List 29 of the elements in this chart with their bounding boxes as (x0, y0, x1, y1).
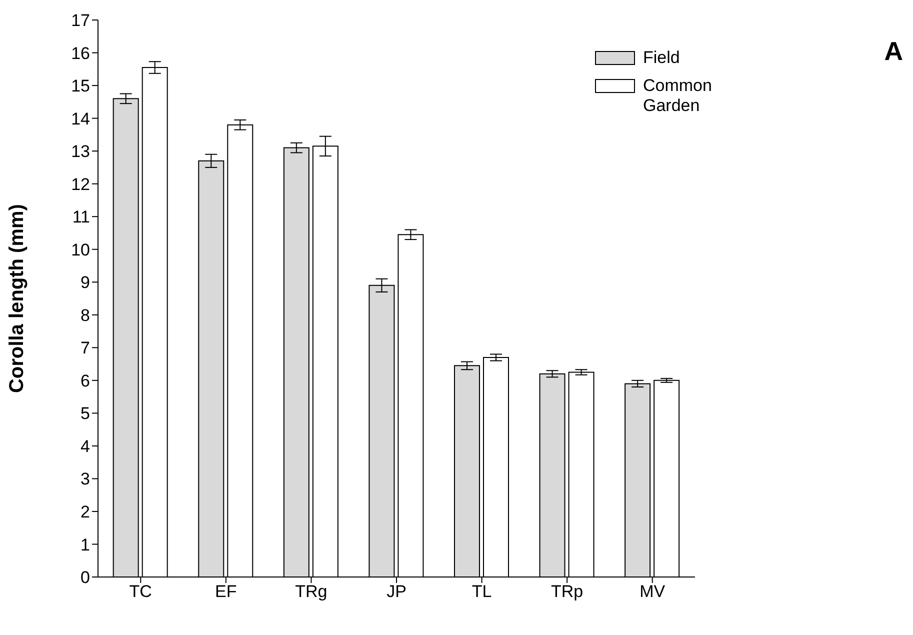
y-tick-label: 13 (71, 142, 90, 162)
y-tick-label: 5 (80, 404, 90, 424)
y-tick-label: 1 (80, 535, 90, 554)
y-tick-label: 14 (71, 109, 90, 128)
y-tick-label: 12 (71, 174, 90, 194)
y-tick-label: 9 (80, 273, 90, 292)
y-tick-label: 4 (80, 436, 90, 456)
x-tick-label: EF (215, 582, 237, 602)
y-tick-label: 7 (80, 338, 90, 358)
y-tick-label: 16 (71, 44, 90, 63)
y-tick-label: 15 (71, 76, 90, 96)
y-tick-label: 3 (80, 470, 90, 489)
y-tick-label: 11 (72, 208, 90, 227)
x-tick-label: TC (129, 582, 152, 602)
x-tick-label: TRp (551, 582, 584, 602)
y-tick-label: 2 (80, 502, 90, 522)
x-tick-label: JP (386, 582, 406, 602)
y-tick-label: 0 (80, 568, 90, 588)
x-tick-label: TRg (295, 582, 328, 602)
x-tick-label: TL (472, 582, 492, 602)
y-tick-label: 10 (71, 240, 90, 260)
y-axis-title: Corolla length (mm) (6, 204, 28, 393)
legend-label: Field (643, 48, 681, 68)
y-tick-label: 8 (80, 306, 90, 325)
y-tick-label: 17 (71, 11, 90, 30)
text: A (884, 36, 903, 67)
legend-label: Common Garden (643, 76, 713, 116)
y-tick-label: 6 (80, 371, 90, 390)
x-tick-label: MV (640, 582, 666, 602)
